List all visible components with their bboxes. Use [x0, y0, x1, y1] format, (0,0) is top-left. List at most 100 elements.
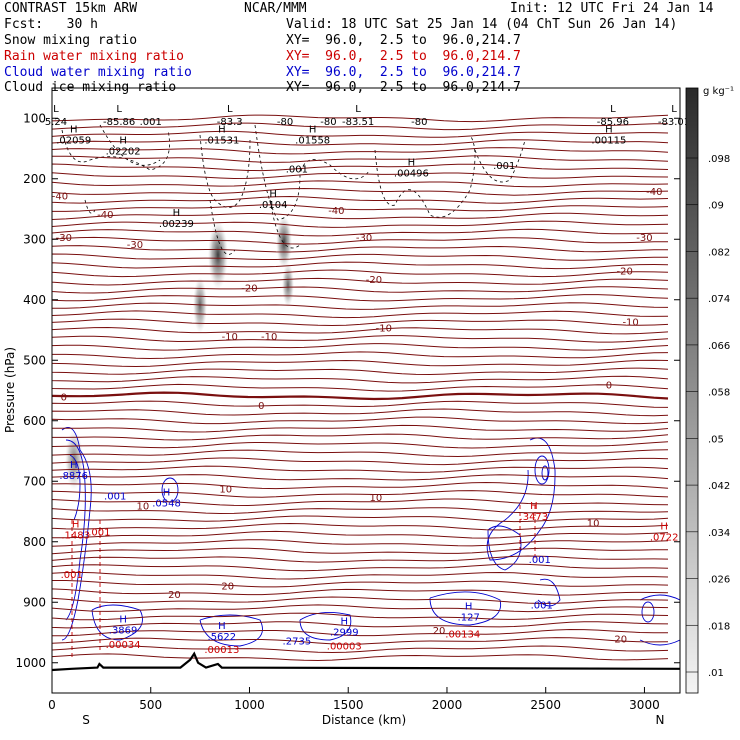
isotherm: [52, 563, 669, 572]
isotherm-label: 0: [61, 393, 67, 404]
colorbar-tick-label: .074: [708, 294, 730, 305]
isotherm: [52, 294, 669, 302]
isotherm-label: 0: [606, 380, 612, 391]
high-marker: H: [119, 136, 127, 147]
plot-frame: [51, 87, 681, 694]
isotherm: [52, 408, 669, 417]
isotherm-label: -30: [127, 240, 143, 251]
organization: NCAR/MMM: [244, 1, 307, 16]
isotherm: [52, 114, 669, 123]
isotherm-label: -10: [261, 332, 277, 343]
extremum-marker: L: [227, 104, 233, 115]
isotherm: [52, 130, 669, 138]
model-title: CONTRAST 15km ARW: [4, 1, 138, 16]
top-value-label: -83.51: [342, 117, 374, 128]
isotherm: [52, 172, 669, 180]
isotherm: [52, 220, 669, 228]
value-label: .5622: [208, 632, 237, 643]
isotherm: [52, 318, 669, 327]
isotherm: [52, 343, 669, 351]
isotherm: [52, 187, 669, 196]
value-label: .02059: [56, 136, 91, 147]
isotherm: [52, 335, 669, 343]
isotherm: [52, 596, 669, 605]
colorbar-tick-label: .098: [708, 154, 730, 165]
isotherm: [52, 490, 669, 498]
x-tick-label: 0: [48, 698, 56, 712]
high-marker: H: [408, 157, 416, 168]
colorbar-tick-label: .058: [708, 388, 730, 399]
high-marker: H: [341, 617, 349, 628]
colorbar: [685, 87, 699, 694]
colorbar-tick-label: .034: [708, 528, 730, 539]
value-label: .00013: [204, 645, 239, 656]
high-marker: H: [163, 488, 171, 499]
value-label: .02202: [106, 147, 141, 158]
isotherm: [52, 310, 669, 319]
top-value-label: -85.86: [103, 117, 135, 128]
isotherm-label: -30: [636, 233, 652, 244]
y-tick-label: 900: [23, 595, 46, 609]
y-tick-label: 1000: [15, 656, 46, 670]
isotherm-label: -40: [52, 192, 68, 203]
isotherm-label: -30: [56, 233, 72, 244]
x-tick-label: 500: [139, 698, 162, 712]
colorbar-tick-label: .026: [708, 575, 730, 586]
top-value-label: .001: [140, 117, 162, 128]
field-name-rain: Rain water mixing ratio: [4, 49, 185, 64]
value-label: .00115: [591, 136, 626, 147]
value-label: .3473: [520, 512, 549, 523]
isotherm: [52, 539, 669, 547]
isotherm: [52, 245, 668, 253]
colorbar-tick-label: .018: [708, 621, 730, 632]
x-tick-label: 3000: [629, 698, 660, 712]
isotherm: [52, 604, 669, 613]
isotherm: [52, 359, 669, 368]
value-label: .00134: [445, 629, 480, 640]
isotherm: [52, 507, 669, 515]
value-label: .001: [493, 161, 515, 172]
isotherm: [52, 515, 669, 523]
isotherm-label: -10: [376, 324, 392, 335]
isotherm: [52, 367, 669, 376]
isotherm-label: -30: [356, 233, 372, 244]
isotherm: [52, 481, 669, 490]
value-label: .2735: [283, 637, 312, 648]
extremum-marker: L: [53, 104, 59, 115]
isotherm: [52, 147, 669, 155]
north-label: N: [656, 713, 665, 727]
top-value-label: -83.01: [658, 117, 690, 128]
colorbar-tick-label: .082: [708, 247, 730, 258]
top-value-label: -80: [320, 117, 336, 128]
high-marker: H: [72, 520, 80, 531]
y-axis-label: Pressure (hPa): [3, 347, 17, 433]
isotherm: [52, 588, 669, 596]
isotherm-label: -10: [622, 318, 638, 329]
south-label: S: [82, 713, 90, 727]
x-axis-label: Distance (km): [322, 713, 406, 727]
value-label: .001: [286, 165, 308, 176]
isotherm-label: 10: [587, 518, 600, 529]
value-label: .2999: [330, 628, 359, 639]
top-value-label: -83.3: [217, 117, 243, 128]
colorbar-tick-label: .01: [708, 668, 724, 679]
value-label: .00034: [106, 640, 141, 651]
x-axis: 0 500 1000 1500 2000 2500 3000: [48, 687, 660, 712]
isotherm: [52, 474, 669, 481]
isotherm: [52, 530, 669, 539]
y-tick-label: 300: [23, 232, 46, 246]
field-name-cloud-water: Cloud water mixing ratio: [4, 65, 192, 80]
y-tick-label: 100: [23, 111, 46, 125]
isotherm: [52, 424, 669, 433]
high-marker: H: [309, 125, 317, 136]
isotherm: [52, 555, 669, 563]
value-label: .00239: [159, 219, 194, 230]
isotherm: [52, 391, 669, 401]
y-tick-label: 700: [23, 474, 46, 488]
isotherm: [52, 449, 669, 458]
isotherm: [52, 441, 669, 449]
isotherm: [52, 253, 668, 261]
top-value-label: -85.96: [597, 117, 629, 128]
